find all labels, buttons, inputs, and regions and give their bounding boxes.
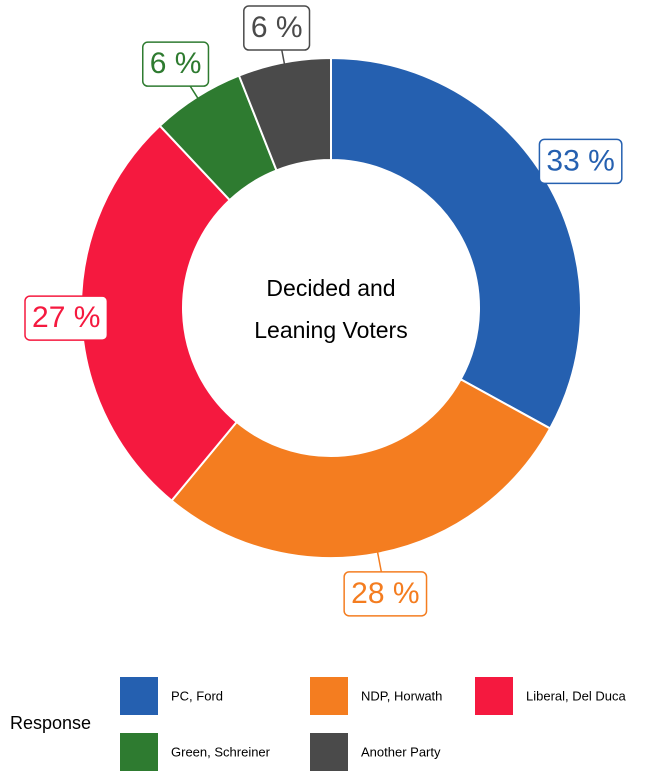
center-label: Decided and bbox=[266, 275, 395, 301]
data-label: 28 % bbox=[351, 577, 419, 610]
legend-label: Green, Schreiner bbox=[171, 744, 271, 759]
data-label: 6 % bbox=[251, 11, 303, 44]
legend-label: Liberal, Del Duca bbox=[526, 688, 626, 703]
center-label: Leaning Voters bbox=[254, 317, 407, 343]
legend-swatch bbox=[120, 733, 158, 771]
legend-label: Another Party bbox=[361, 744, 441, 759]
legend-swatch bbox=[475, 677, 513, 715]
data-label-box bbox=[142, 41, 210, 87]
data-label-box bbox=[343, 571, 428, 617]
data-label: 6 % bbox=[150, 47, 202, 80]
donut-slice bbox=[80, 124, 239, 503]
legend-label: NDP, Horwath bbox=[361, 688, 442, 703]
data-label: 27 % bbox=[32, 301, 100, 334]
legend-title: Response bbox=[10, 713, 91, 733]
data-label-group: 33 % bbox=[538, 138, 623, 185]
data-label: 33 % bbox=[546, 144, 614, 177]
data-label-box bbox=[243, 5, 311, 51]
data-label-group: 28 % bbox=[343, 571, 428, 617]
donut-slice bbox=[237, 56, 332, 172]
data-label-group: 6 % bbox=[243, 5, 311, 51]
data-label-group: 27 % bbox=[24, 295, 109, 341]
data-label-box bbox=[538, 138, 623, 185]
legend-label: PC, Ford bbox=[171, 688, 223, 703]
donut-slice bbox=[330, 56, 582, 430]
legend-swatch bbox=[310, 733, 348, 771]
legend-swatch bbox=[310, 677, 348, 715]
donut-slice bbox=[170, 377, 552, 559]
legend-swatch bbox=[120, 677, 158, 715]
data-label-group: 6 % bbox=[142, 41, 210, 87]
data-label-box bbox=[24, 295, 109, 341]
